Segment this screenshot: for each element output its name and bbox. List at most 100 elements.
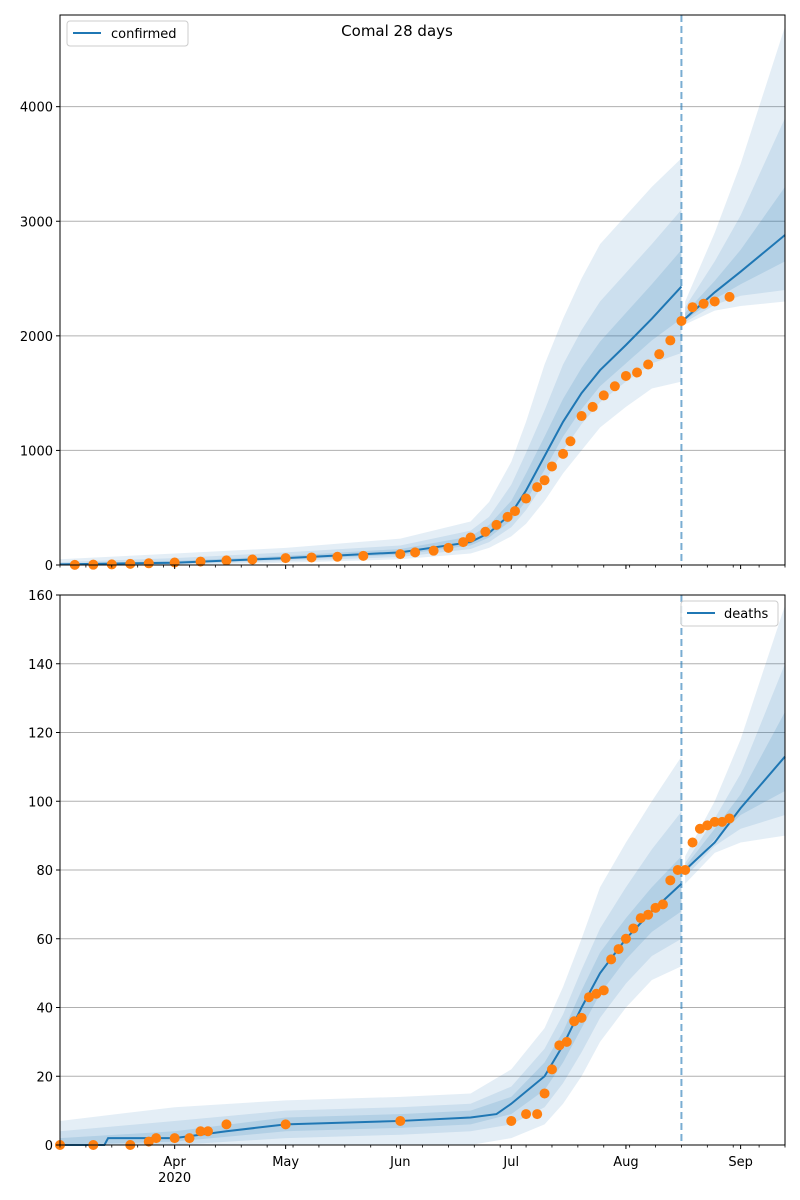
observed-point	[410, 547, 421, 558]
observed-point	[698, 298, 709, 309]
band-middle	[685, 118, 785, 323]
y-tick-label: 40	[36, 1002, 53, 1017]
observed-point	[539, 475, 550, 486]
confirmed-legend: confirmed	[66, 20, 189, 47]
band-outer	[60, 756, 682, 1145]
legend-label-confirmed: confirmed	[111, 27, 177, 42]
observed-point	[106, 559, 117, 570]
observed-point	[576, 1012, 587, 1023]
observed-point	[532, 1109, 543, 1120]
y-tick-label: 0	[45, 559, 53, 574]
observed-point	[724, 291, 735, 302]
observed-point	[654, 349, 665, 360]
observed-point	[151, 1133, 162, 1144]
x-tick-label: May	[272, 1155, 299, 1170]
x-tick-label: Apr	[163, 1155, 186, 1170]
observed-point	[657, 899, 668, 910]
observed-point	[687, 837, 698, 848]
observed-point	[458, 537, 469, 548]
y-tick-label: 4000	[20, 101, 53, 116]
observed-point	[606, 954, 617, 965]
band-middle	[60, 209, 682, 565]
observed-point	[709, 296, 720, 307]
observed-point	[143, 558, 154, 569]
observed-point	[724, 813, 735, 824]
observed-point	[169, 1133, 180, 1144]
observed-point	[643, 909, 654, 920]
chart-title: Comal 28 days	[341, 22, 453, 40]
y-tick-label: 100	[28, 795, 53, 810]
observed-point	[332, 551, 343, 562]
observed-point	[428, 545, 439, 556]
observed-point	[358, 550, 369, 561]
y-tick-label: 1000	[20, 444, 53, 459]
y-tick-label: 140	[28, 658, 53, 673]
y-tick-label: 60	[36, 933, 53, 948]
model-line-segment	[59, 285, 683, 566]
observed-point	[221, 1119, 232, 1130]
observed-point	[480, 526, 491, 537]
observed-point	[620, 370, 631, 381]
x-year-label: 2020	[158, 1171, 191, 1186]
band-outer	[685, 605, 785, 884]
band-outer	[60, 158, 682, 565]
legend-box	[680, 600, 779, 627]
observed-point	[561, 1036, 572, 1047]
legend-label-deaths: deaths	[724, 607, 769, 622]
deaths-legend: deaths	[680, 600, 779, 627]
observed-point	[628, 923, 639, 934]
x-tick-label: Aug	[613, 1155, 638, 1170]
observed-point	[280, 1119, 291, 1130]
observed-point	[202, 1126, 213, 1137]
model-line-segment	[684, 755, 786, 871]
x-tick-label: Sep	[728, 1155, 753, 1170]
y-tick-label: 3000	[20, 215, 53, 230]
observed-point	[539, 1088, 550, 1099]
observed-point	[306, 552, 317, 563]
observed-point	[506, 1115, 517, 1126]
band-middle	[685, 663, 785, 877]
observed-point	[443, 542, 454, 553]
observed-point	[521, 493, 532, 504]
band-inner	[685, 186, 785, 321]
observed-point	[665, 875, 676, 886]
legend-box	[66, 20, 189, 47]
observed-point	[546, 1064, 557, 1075]
observed-point	[546, 461, 557, 472]
x-tick-label: Jun	[389, 1155, 410, 1170]
confirmed-observed-points	[69, 291, 735, 570]
observed-point	[195, 556, 206, 567]
confirmed-uncertainty-bands	[60, 26, 785, 565]
y-tick-label: 80	[36, 864, 53, 879]
y-tick-label: 160	[28, 589, 53, 604]
y-tick-label: 120	[28, 727, 53, 742]
deaths-uncertainty-bands	[60, 605, 785, 1145]
observed-point	[395, 1115, 406, 1126]
observed-point	[680, 865, 691, 875]
observed-point	[565, 436, 576, 447]
observed-point	[195, 1126, 206, 1137]
observed-point	[221, 555, 232, 566]
observed-point	[632, 367, 643, 378]
observed-point	[672, 865, 683, 875]
band-inner	[60, 249, 682, 565]
observed-point	[676, 315, 687, 326]
observed-point	[509, 506, 520, 517]
observed-point	[576, 411, 587, 422]
observed-point	[598, 985, 609, 996]
y-tick-label: 2000	[20, 330, 53, 345]
observed-point	[613, 944, 624, 955]
confirmed-chart: 0 1000 2000 3000 4000 Comal 28 days confirme…	[20, 14, 786, 574]
observed-point	[665, 335, 676, 346]
observed-point	[280, 553, 291, 564]
observed-point	[558, 448, 569, 459]
observed-point	[184, 1133, 195, 1144]
y-tick-label: 0	[45, 1139, 53, 1154]
y-tick-label: 20	[36, 1070, 53, 1085]
x-tick-label: Jul	[502, 1155, 519, 1170]
observed-point	[491, 519, 502, 530]
deaths-chart: 0 20 40 60 80 100 120 140 160 Apr May Jun Jul Aug Sep 2…	[28, 589, 786, 1186]
observed-point	[465, 532, 476, 543]
observed-point	[125, 558, 136, 569]
